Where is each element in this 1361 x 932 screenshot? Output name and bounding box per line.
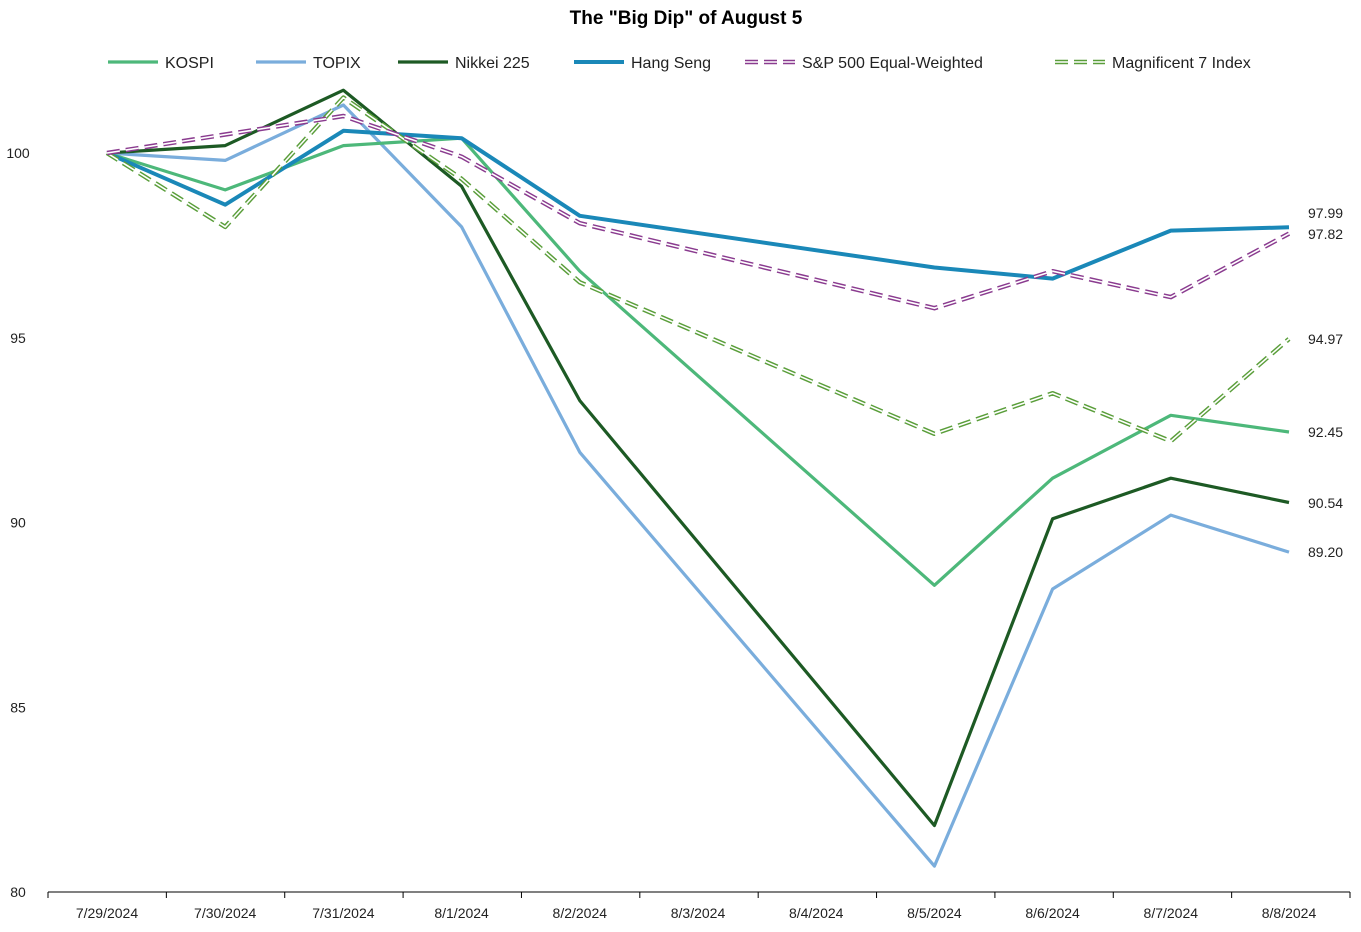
end-value-label: 92.45 <box>1308 424 1343 440</box>
series-line-hang-seng <box>106 128 1290 281</box>
legend-label-kospi: KOSPI <box>165 55 214 72</box>
y-tick-label: 100 <box>6 145 30 161</box>
end-value-label: 90.54 <box>1308 495 1343 511</box>
end-value-label: 97.82 <box>1308 226 1343 242</box>
legend-label-hang-seng: Hang Seng <box>631 55 711 72</box>
series-line-s-p-500-equal-weighted-inner <box>106 115 1290 309</box>
legend-label-s-p-500-equal-weighted: S&P 500 Equal-Weighted <box>802 55 983 72</box>
x-tick-label: 8/5/2024 <box>907 905 962 921</box>
end-value-labels: 97.99 97.82 94.97 92.45 90.54 89.20 <box>1308 205 1343 560</box>
legend-label-nikkei-225: Nikkei 225 <box>455 55 530 72</box>
x-tick-label: 7/29/2024 <box>76 905 138 921</box>
x-tick-label: 7/30/2024 <box>194 905 256 921</box>
end-value-label: 89.20 <box>1308 544 1343 560</box>
x-tick-label: 8/4/2024 <box>789 905 844 921</box>
end-value-label: 97.99 <box>1308 205 1343 221</box>
x-tick-label: 8/8/2024 <box>1262 905 1317 921</box>
y-axis: 80 85 90 95 100 <box>6 145 30 900</box>
legend-label-magnificent-7-index: Magnificent 7 Index <box>1112 55 1251 72</box>
x-tick-label: 7/31/2024 <box>312 905 374 921</box>
series-line-s-p-500-equal-weighted-outer <box>106 113 1291 311</box>
x-tick-label: 8/2/2024 <box>553 905 608 921</box>
series-line-topix <box>106 103 1290 868</box>
legend-label-topix: TOPIX <box>313 55 361 72</box>
legend: KOSPI TOPIX Nikkei 225 Hang Seng S&P 500 Equ… <box>108 55 1251 72</box>
end-value-label: 94.97 <box>1308 331 1343 347</box>
y-tick-label: 80 <box>10 884 26 900</box>
y-tick-label: 85 <box>10 699 26 715</box>
series-line-magnificent-7-index-outer <box>105 95 1291 444</box>
y-tick-label: 90 <box>10 515 26 531</box>
x-tick-label: 8/1/2024 <box>434 905 489 921</box>
x-tick-label: 8/7/2024 <box>1144 905 1199 921</box>
series-line-kospi <box>106 136 1290 587</box>
x-tick-label: 8/6/2024 <box>1025 905 1080 921</box>
x-tick-label: 8/3/2024 <box>671 905 726 921</box>
series-line-nikkei-225 <box>106 88 1290 828</box>
y-tick-label: 95 <box>10 330 26 346</box>
chart-title: The "Big Dip" of August 5 <box>570 8 803 29</box>
series-line-magnificent-7-index-inner <box>106 96 1290 442</box>
x-axis: 7/29/2024 7/30/2024 7/31/2024 8/1/2024 8/2/2… <box>47 891 1351 921</box>
series-lines <box>105 88 1291 868</box>
